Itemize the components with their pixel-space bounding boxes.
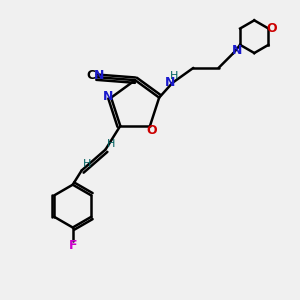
Text: H: H bbox=[107, 139, 116, 149]
Text: O: O bbox=[267, 22, 277, 35]
Text: N: N bbox=[165, 76, 175, 89]
Text: F: F bbox=[68, 239, 77, 252]
Text: N: N bbox=[94, 69, 105, 82]
Text: C: C bbox=[87, 69, 96, 82]
Text: H: H bbox=[170, 71, 178, 81]
Text: N: N bbox=[232, 44, 242, 57]
Text: O: O bbox=[146, 124, 157, 137]
Text: H: H bbox=[83, 159, 91, 169]
Text: N: N bbox=[103, 90, 113, 103]
